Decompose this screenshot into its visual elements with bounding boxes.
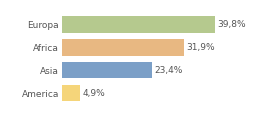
Text: 4,9%: 4,9%	[83, 89, 106, 98]
Bar	[62, 39, 185, 56]
Bar	[62, 16, 215, 33]
Bar	[62, 85, 80, 101]
Text: 31,9%: 31,9%	[187, 43, 215, 52]
Bar	[62, 62, 152, 78]
Text: 23,4%: 23,4%	[154, 66, 182, 75]
Text: 39,8%: 39,8%	[217, 20, 246, 29]
